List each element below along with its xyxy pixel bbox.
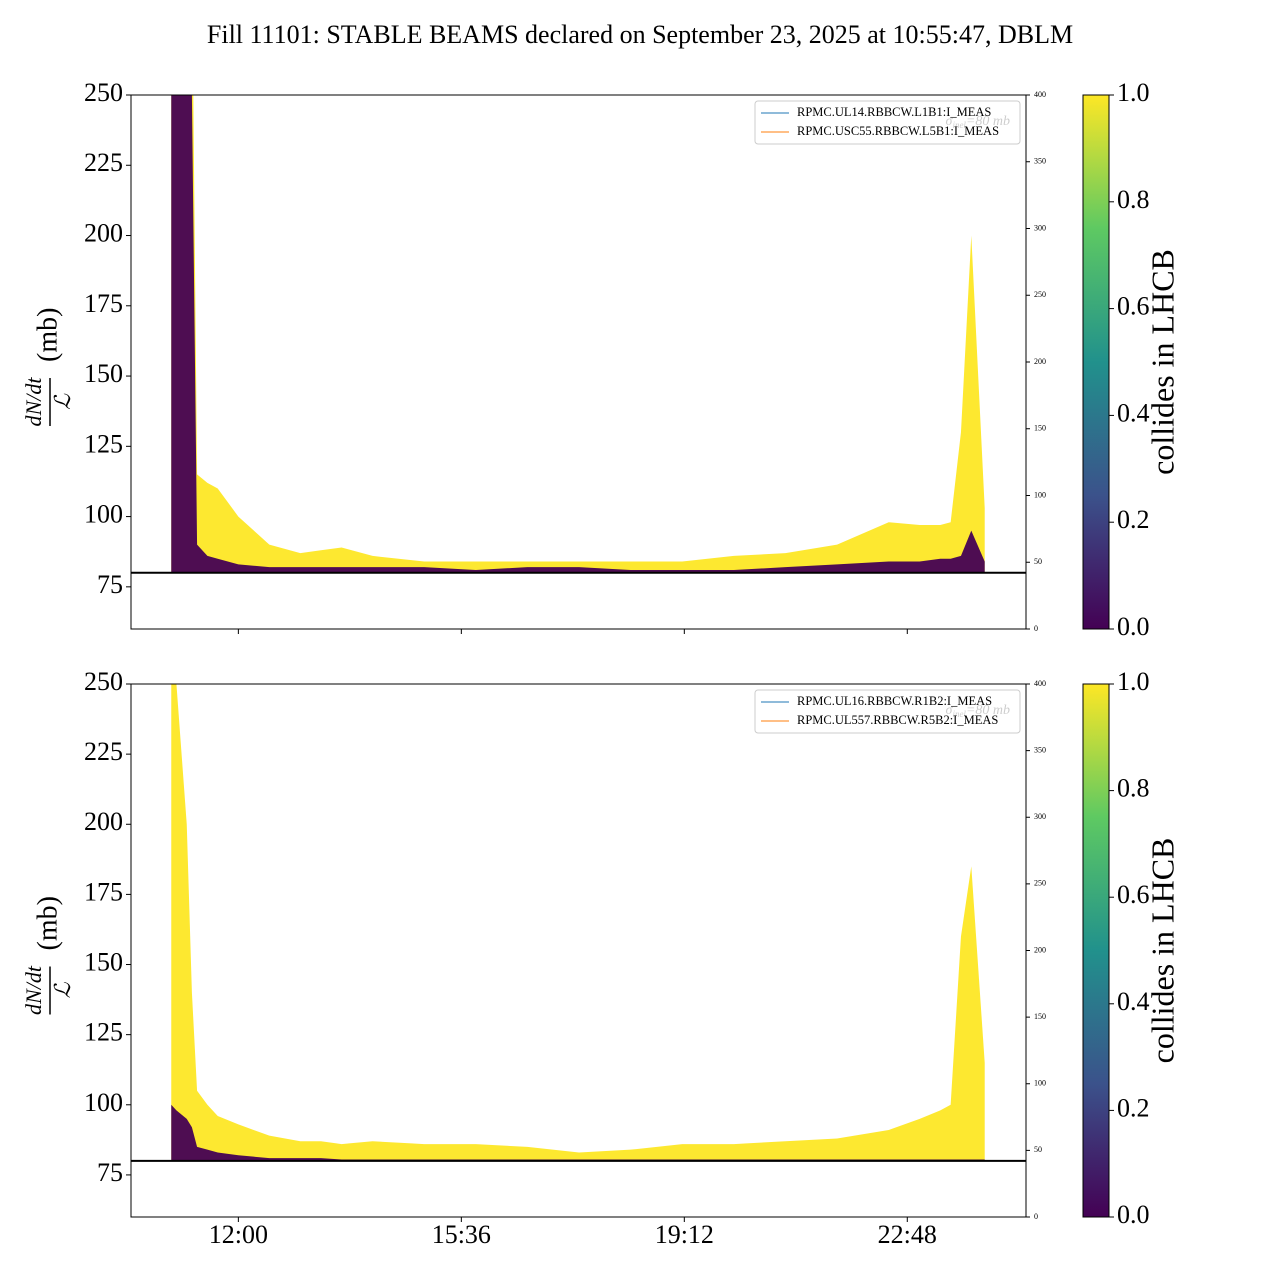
colorbar-tick-label: 0.8 bbox=[1117, 774, 1150, 803]
colorbar-tick-label: 0.0 bbox=[1117, 1200, 1150, 1229]
y-tick-label: 75 bbox=[97, 1158, 123, 1187]
legend-label: RPMC.UL557.RBBCW.R5B2:I_MEAS bbox=[797, 713, 998, 727]
y-tick-label: 225 bbox=[84, 737, 123, 766]
colorbar-tick-label: 0.2 bbox=[1117, 1093, 1150, 1122]
colorbar-tick-label: 0.2 bbox=[1117, 505, 1150, 534]
x-tick-label: 22:48 bbox=[878, 1220, 937, 1249]
y2-tick-label: 200 bbox=[1034, 945, 1046, 954]
y2-tick-label: 0 bbox=[1034, 624, 1038, 633]
colorbar-label: collides in LHCB bbox=[1144, 249, 1180, 475]
colorbar bbox=[1082, 683, 1110, 1218]
x-tick-label: 19:12 bbox=[655, 1220, 714, 1249]
y-tick-label: 150 bbox=[84, 947, 123, 976]
y-tick-label: 175 bbox=[84, 877, 123, 906]
y-tick-label: 250 bbox=[84, 78, 123, 107]
figure-title: Fill 11101: STABLE BEAMS declared on Sep… bbox=[207, 20, 1073, 49]
y-tick-label: 200 bbox=[84, 218, 123, 247]
x-tick-label: 12:00 bbox=[209, 1220, 268, 1249]
y2-tick-label: 50 bbox=[1034, 1145, 1042, 1154]
y2-tick-label: 400 bbox=[1034, 679, 1046, 688]
y-label-denominator: ℒ bbox=[50, 981, 75, 998]
y2-tick-label: 0 bbox=[1034, 1212, 1038, 1221]
y-tick-label: 150 bbox=[84, 359, 123, 388]
y-axis-label: dN/dt ℒ (mb) bbox=[21, 896, 75, 1015]
legend-label: RPMC.UL16.RBBCW.R1B2:I_MEAS bbox=[797, 694, 992, 708]
y2-tick-label: 300 bbox=[1034, 223, 1046, 232]
legend: RPMC.UL16.RBBCW.R1B2:I_MEAS RPMC.UL557.RB… bbox=[754, 689, 1021, 734]
y-tick-label: 100 bbox=[84, 500, 123, 529]
y2-tick-label: 350 bbox=[1034, 157, 1046, 166]
x-tick-label: 15:36 bbox=[432, 1220, 491, 1249]
y-label-unit: (mb) bbox=[32, 896, 63, 950]
y2-tick-label: 400 bbox=[1034, 90, 1046, 99]
colorbar-tick-label: 1.0 bbox=[1117, 667, 1150, 696]
y-tick-label: 250 bbox=[84, 667, 123, 696]
y2-tick-label: 200 bbox=[1034, 357, 1046, 366]
y-label-numerator: dN/dt bbox=[21, 377, 46, 427]
y-tick-label: 125 bbox=[84, 1018, 123, 1047]
colorbar-tick-label: 1.0 bbox=[1117, 78, 1150, 107]
y2-tick-label: 150 bbox=[1034, 1012, 1046, 1021]
colorbar-tick-label: 0.4 bbox=[1117, 987, 1150, 1016]
legend-label: RPMC.UL14.RBBCW.L1B1:I_MEAS bbox=[797, 105, 991, 119]
y2-tick-label: 250 bbox=[1034, 290, 1046, 299]
y2-tick-label: 100 bbox=[1034, 490, 1046, 499]
y-tick-label: 125 bbox=[84, 429, 123, 458]
legend-box bbox=[754, 689, 1021, 734]
y-tick-label: 100 bbox=[84, 1088, 123, 1117]
y-axis-label: dN/dt ℒ (mb) bbox=[21, 308, 75, 427]
y-label-numerator: dN/dt bbox=[21, 965, 46, 1015]
trace-envelope bbox=[171, 95, 985, 573]
y2-tick-label: 250 bbox=[1034, 879, 1046, 888]
colorbar-tick-label: 0.4 bbox=[1117, 398, 1150, 427]
colorbar-tick-label: 0.0 bbox=[1117, 612, 1150, 641]
y2-tick-label: 150 bbox=[1034, 424, 1046, 433]
y-tick-label: 225 bbox=[84, 148, 123, 177]
trace-envelopes bbox=[171, 95, 985, 573]
y2-tick-label: 350 bbox=[1034, 745, 1046, 754]
y-label-denominator: ℒ bbox=[50, 393, 75, 410]
colorbar-tick-label: 0.6 bbox=[1117, 880, 1150, 909]
y-label-unit: (mb) bbox=[32, 308, 63, 362]
colorbar-tick-label: 0.8 bbox=[1117, 185, 1150, 214]
y-tick-label: 75 bbox=[97, 570, 123, 599]
colorbar-tick-label: 0.6 bbox=[1117, 292, 1150, 321]
y2-tick-label: 100 bbox=[1034, 1079, 1046, 1088]
y2-tick-label: 50 bbox=[1034, 557, 1042, 566]
colorbar bbox=[1082, 94, 1110, 630]
legend-label: RPMC.USC55.RBBCW.L5B1:I_MEAS bbox=[797, 124, 999, 138]
y-tick-label: 200 bbox=[84, 807, 123, 836]
colorbar-label: collides in LHCB bbox=[1144, 838, 1180, 1064]
y-tick-label: 175 bbox=[84, 289, 123, 318]
legend-box bbox=[754, 100, 1021, 145]
y2-tick-label: 300 bbox=[1034, 812, 1046, 821]
legend: RPMC.UL14.RBBCW.L1B1:I_MEAS RPMC.USC55.RB… bbox=[754, 100, 1021, 145]
